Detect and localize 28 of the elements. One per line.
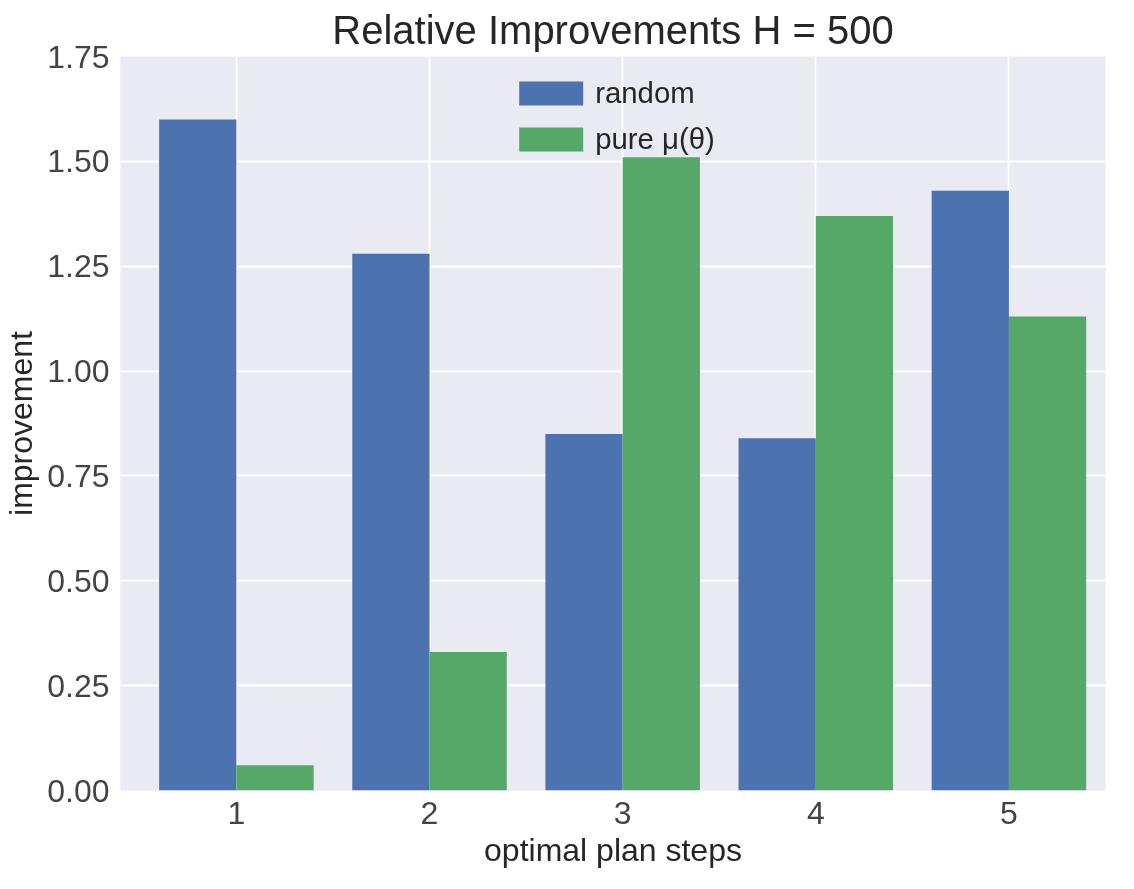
y-axis-title: improvement — [3, 330, 40, 516]
bar — [159, 119, 237, 791]
bar — [545, 433, 623, 791]
legend-label: pure μ(θ) — [595, 122, 715, 156]
chart-title: Relative Improvements H = 500 — [332, 7, 894, 52]
x-tick-label: 5 — [1000, 794, 1018, 831]
y-tick-label: 0.00 — [47, 772, 110, 809]
y-tick-label: 1.75 — [47, 38, 110, 75]
x-tick-label: 3 — [613, 794, 632, 831]
y-tick-label: 1.50 — [47, 143, 110, 180]
x-tick-label: 1 — [227, 794, 246, 831]
y-tick-label: 0.25 — [47, 667, 110, 704]
x-tick-label: 2 — [420, 794, 439, 831]
y-tick-label: 1.00 — [47, 353, 110, 390]
legend-label: random — [595, 76, 695, 110]
y-tick-label: 0.50 — [47, 562, 110, 599]
x-axis-title: optimal plan steps — [484, 831, 742, 868]
x-tick-label: 4 — [806, 794, 825, 831]
bar — [352, 253, 430, 791]
bar — [236, 765, 314, 791]
y-tick-label: 0.75 — [47, 457, 110, 494]
bar — [429, 652, 507, 791]
bar — [931, 190, 1009, 791]
bar — [622, 157, 700, 791]
bar — [815, 215, 894, 791]
bar — [1008, 316, 1087, 791]
y-tick-label: 1.25 — [47, 248, 110, 285]
bar — [738, 438, 816, 791]
